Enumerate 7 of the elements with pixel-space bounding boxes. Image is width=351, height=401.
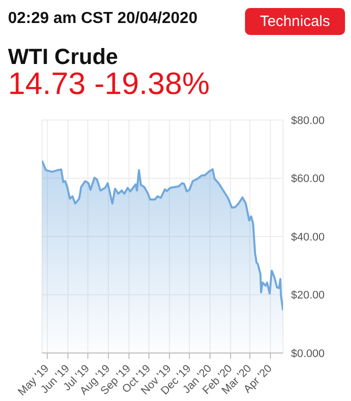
- text: 02:29 am CST 20/04/2020: [8, 10, 198, 28]
- y-tick-label: $40.00: [291, 231, 325, 244]
- y-tick-label: $60.00: [291, 173, 325, 186]
- y-tick-label: $20.00: [291, 290, 325, 302]
- y-tick-label: $80.00: [291, 114, 325, 127]
- technicals-button: Technicals: [245, 8, 345, 35]
- y-tick-label: $0.000: [291, 348, 325, 360]
